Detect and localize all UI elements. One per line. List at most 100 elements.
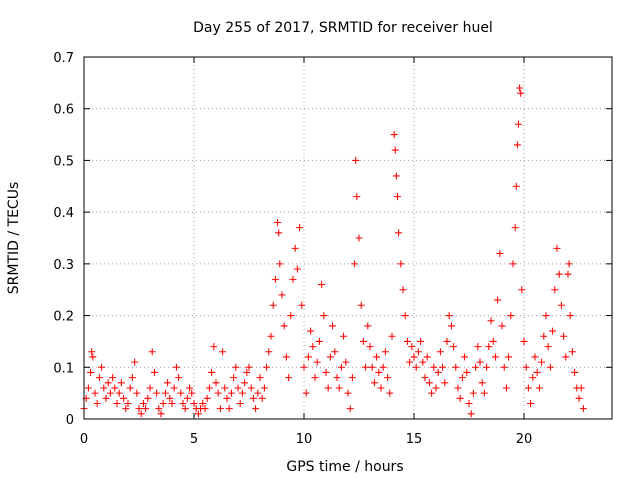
y-tick-label: 0.7 (53, 51, 74, 66)
data-point (146, 384, 154, 392)
data-point (553, 244, 561, 252)
data-point (144, 394, 152, 402)
data-point (538, 358, 546, 366)
data-point (331, 348, 339, 356)
data-point (560, 332, 568, 340)
data-point (194, 410, 202, 418)
data-point (502, 384, 510, 392)
data-point (84, 384, 92, 392)
data-point (566, 312, 574, 320)
data-point (181, 405, 189, 413)
data-point (494, 296, 502, 304)
data-point (113, 399, 121, 407)
data-point (513, 141, 521, 149)
data-point (540, 332, 548, 340)
data-point (544, 343, 552, 351)
data-point (320, 312, 328, 320)
data-point (289, 275, 297, 283)
x-axis-label: GPS time / hours (286, 459, 403, 475)
data-point (467, 410, 475, 418)
data-point (542, 312, 550, 320)
data-point (461, 353, 469, 361)
data-point (381, 348, 389, 356)
data-point (368, 363, 376, 371)
data-point (287, 312, 295, 320)
y-tick-label: 0.2 (53, 310, 74, 325)
data-point (236, 399, 244, 407)
data-point (293, 265, 301, 273)
data-point (337, 363, 345, 371)
data-point (133, 389, 141, 397)
data-point (307, 327, 315, 335)
data-point (300, 363, 308, 371)
data-point (188, 389, 196, 397)
data-point (333, 374, 341, 382)
data-point (179, 399, 187, 407)
data-point (551, 286, 559, 294)
data-point (434, 368, 442, 376)
data-point (139, 399, 147, 407)
data-point (401, 312, 409, 320)
data-point (399, 286, 407, 294)
data-point (505, 353, 513, 361)
data-point (205, 384, 213, 392)
data-point (520, 337, 528, 345)
data-point (419, 358, 427, 366)
data-point (447, 322, 455, 330)
data-point (359, 337, 367, 345)
data-point (275, 229, 283, 237)
data-point (271, 275, 279, 283)
data-point (161, 389, 169, 397)
data-point (238, 389, 246, 397)
data-point (164, 379, 172, 387)
data-point (227, 389, 235, 397)
data-point (258, 394, 266, 402)
data-point (443, 337, 451, 345)
data-point (478, 379, 486, 387)
data-point (280, 322, 288, 330)
data-point (375, 368, 383, 376)
grid (84, 57, 612, 419)
data-point (124, 399, 132, 407)
data-point (529, 374, 537, 382)
data-point (577, 384, 585, 392)
data-point (370, 379, 378, 387)
data-point (395, 229, 403, 237)
data-point (522, 363, 530, 371)
data-point (439, 363, 447, 371)
data-point (386, 389, 394, 397)
data-point (436, 348, 444, 356)
data-point (120, 394, 128, 402)
data-point (245, 363, 253, 371)
data-point (575, 394, 583, 402)
y-tick-label: 0.4 (53, 206, 74, 221)
data-point (373, 353, 381, 361)
data-point (170, 384, 178, 392)
data-point (190, 399, 198, 407)
data-point (203, 394, 211, 402)
data-point (348, 374, 356, 382)
data-point (183, 394, 191, 402)
data-point (309, 343, 317, 351)
data-point (122, 405, 130, 413)
data-point (524, 384, 532, 392)
data-point (216, 405, 224, 413)
data-point (518, 286, 526, 294)
data-point (199, 399, 207, 407)
data-point (329, 322, 337, 330)
data-point (511, 224, 519, 232)
data-point (109, 374, 117, 382)
data-point (175, 374, 183, 382)
data-point (463, 368, 471, 376)
data-point (225, 405, 233, 413)
data-point (267, 332, 275, 340)
data-point (421, 374, 429, 382)
y-tick-label: 0 (66, 413, 74, 428)
data-point (88, 348, 96, 356)
data-point (406, 358, 414, 366)
data-point (403, 337, 411, 345)
data-point (260, 384, 268, 392)
data-point (322, 368, 330, 376)
